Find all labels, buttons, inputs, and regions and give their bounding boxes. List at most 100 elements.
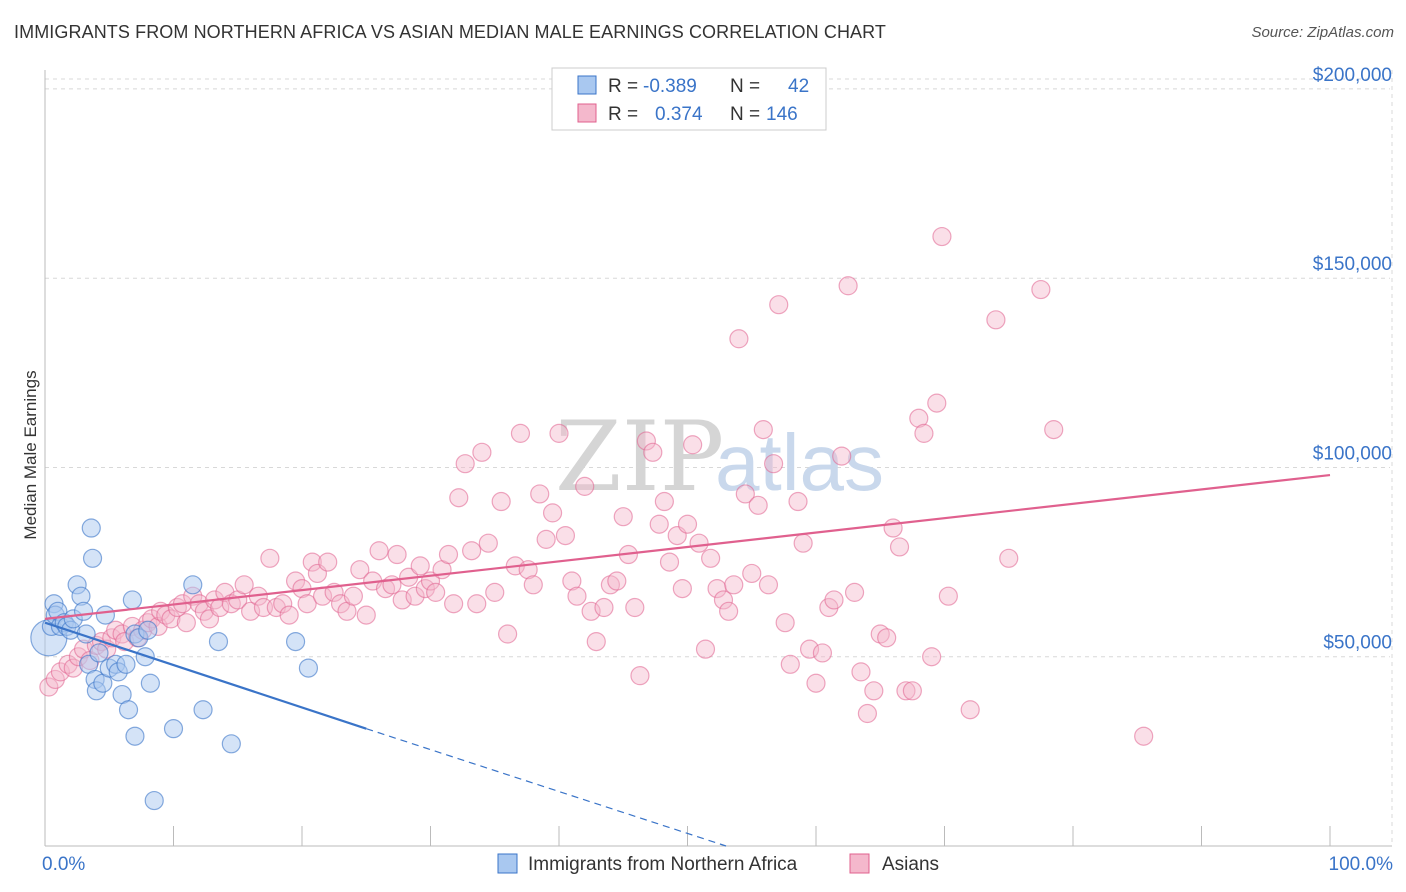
asians-point-140: [864, 681, 884, 701]
bottom-legend-label-nafrica: Immigrants from Northern Africa: [528, 854, 798, 875]
northern-africa-point-26: [116, 654, 136, 674]
asians-point-88: [549, 423, 569, 443]
asians-point-79: [491, 491, 511, 512]
asians-point-134: [824, 590, 844, 610]
asians-point-47: [302, 552, 322, 572]
asians-point-119: [735, 484, 755, 504]
asians-point-78: [485, 582, 505, 602]
asians-point-144: [889, 537, 910, 557]
asians-point-56: [356, 605, 376, 625]
asians-point-137: [844, 582, 865, 602]
asians-point-70: [438, 544, 459, 565]
northern-africa-point-37: [193, 700, 213, 720]
legend-n-value-1: 42: [788, 76, 809, 97]
bottom-legend-swatch-blue: [497, 853, 518, 874]
asians-point-54: [343, 586, 363, 606]
asians-point-116: [719, 601, 739, 621]
asians-point-85: [530, 484, 550, 504]
northern-africa-point-36: [183, 575, 203, 595]
asians-point-82: [510, 423, 531, 443]
asians-point-61: [387, 544, 407, 565]
asians-point-127: [780, 654, 800, 674]
asians-point-108: [672, 578, 692, 599]
asians-point-150: [927, 393, 947, 413]
asians-point-100: [625, 597, 645, 618]
northern-africa-trend-line: [44, 621, 367, 730]
northern-africa-point-39: [221, 734, 241, 754]
asians-point-145: [896, 681, 916, 701]
asians-point-117: [724, 575, 744, 595]
asians-point-152: [938, 586, 958, 606]
legend-r-value-2: 0.374: [655, 104, 703, 125]
northern-africa-point-31: [125, 726, 145, 746]
asians-point-157: [1044, 420, 1064, 440]
grid-lines: [45, 70, 1393, 846]
asians-point-87: [542, 503, 563, 523]
asians-point-120: [742, 563, 762, 584]
asians-point-93: [581, 601, 601, 621]
asians-point-149: [922, 647, 942, 667]
y-tick-label-3: $200,000: [1313, 65, 1392, 86]
asians-point-73: [455, 454, 475, 474]
asians-point-126: [775, 613, 795, 633]
asians-point-139: [857, 703, 878, 724]
y-axis-label: Median Male Earnings: [21, 370, 40, 539]
asians-point-112: [695, 639, 716, 659]
asians-point-143: [883, 518, 903, 538]
asians-point-122: [753, 420, 773, 440]
asians-point-65: [410, 556, 430, 576]
asians-point-118: [729, 329, 749, 349]
asians-point-36: [234, 575, 254, 595]
northern-africa-point-38: [208, 631, 229, 652]
asians-point-124: [763, 454, 784, 474]
northern-africa-point-34: [140, 673, 160, 693]
northern-africa-point-41: [298, 658, 319, 678]
asians-point-125: [769, 295, 789, 315]
y-tick-label-0: $50,000: [1323, 633, 1392, 654]
asians-point-64: [405, 586, 425, 606]
asians-point-129: [793, 533, 813, 553]
legend-n-label-2: N =: [730, 104, 760, 125]
asians-point-23: [161, 609, 181, 629]
asians-point-58: [369, 541, 389, 561]
asians-point-0: [39, 677, 59, 697]
asians-point-3: [58, 654, 78, 674]
asians-point-42: [273, 594, 293, 614]
northern-africa-point-19: [89, 643, 109, 663]
asians-point-84: [523, 575, 543, 595]
asians-point-75: [467, 594, 487, 614]
asians-point-74: [462, 541, 482, 561]
asians-trend-line: [44, 473, 1331, 620]
asians-point-111: [689, 533, 709, 553]
asians-point-43: [279, 605, 299, 625]
northern-africa-point-16: [82, 548, 103, 568]
legend-r-label-2: R =: [608, 104, 638, 125]
legend-box: [551, 67, 827, 131]
asians-point-105: [654, 491, 674, 512]
asians-point-104: [649, 514, 669, 534]
axes: [44, 70, 1392, 847]
asians-point-142: [877, 628, 897, 648]
asians-point-121: [748, 495, 768, 515]
asians-point-86: [536, 529, 556, 549]
asians-point-147: [909, 408, 929, 428]
legend-swatch-blue: [577, 75, 597, 95]
y-tick-label-1: $100,000: [1313, 443, 1392, 464]
asians-point-92: [575, 476, 595, 496]
asians-point-130: [799, 639, 820, 659]
asians-point-80: [498, 624, 518, 644]
asians-point-50: [318, 552, 338, 572]
asians-point-37: [241, 601, 261, 621]
asians-point-101: [630, 666, 650, 686]
asians-point-97: [607, 571, 627, 591]
asians-point-148: [914, 423, 934, 443]
asians-point-132: [812, 643, 833, 663]
asians-point-131: [806, 673, 826, 693]
asians-point-72: [449, 488, 469, 508]
asians-point-26: [176, 613, 196, 633]
asians-point-103: [643, 442, 663, 462]
asians-point-113: [701, 548, 721, 568]
asians-point-76: [472, 442, 492, 462]
correlation-legend: R = -0.389 N = 42 R = 0.374 N = 146: [551, 67, 827, 131]
legend-n-value-2: 146: [766, 104, 798, 125]
